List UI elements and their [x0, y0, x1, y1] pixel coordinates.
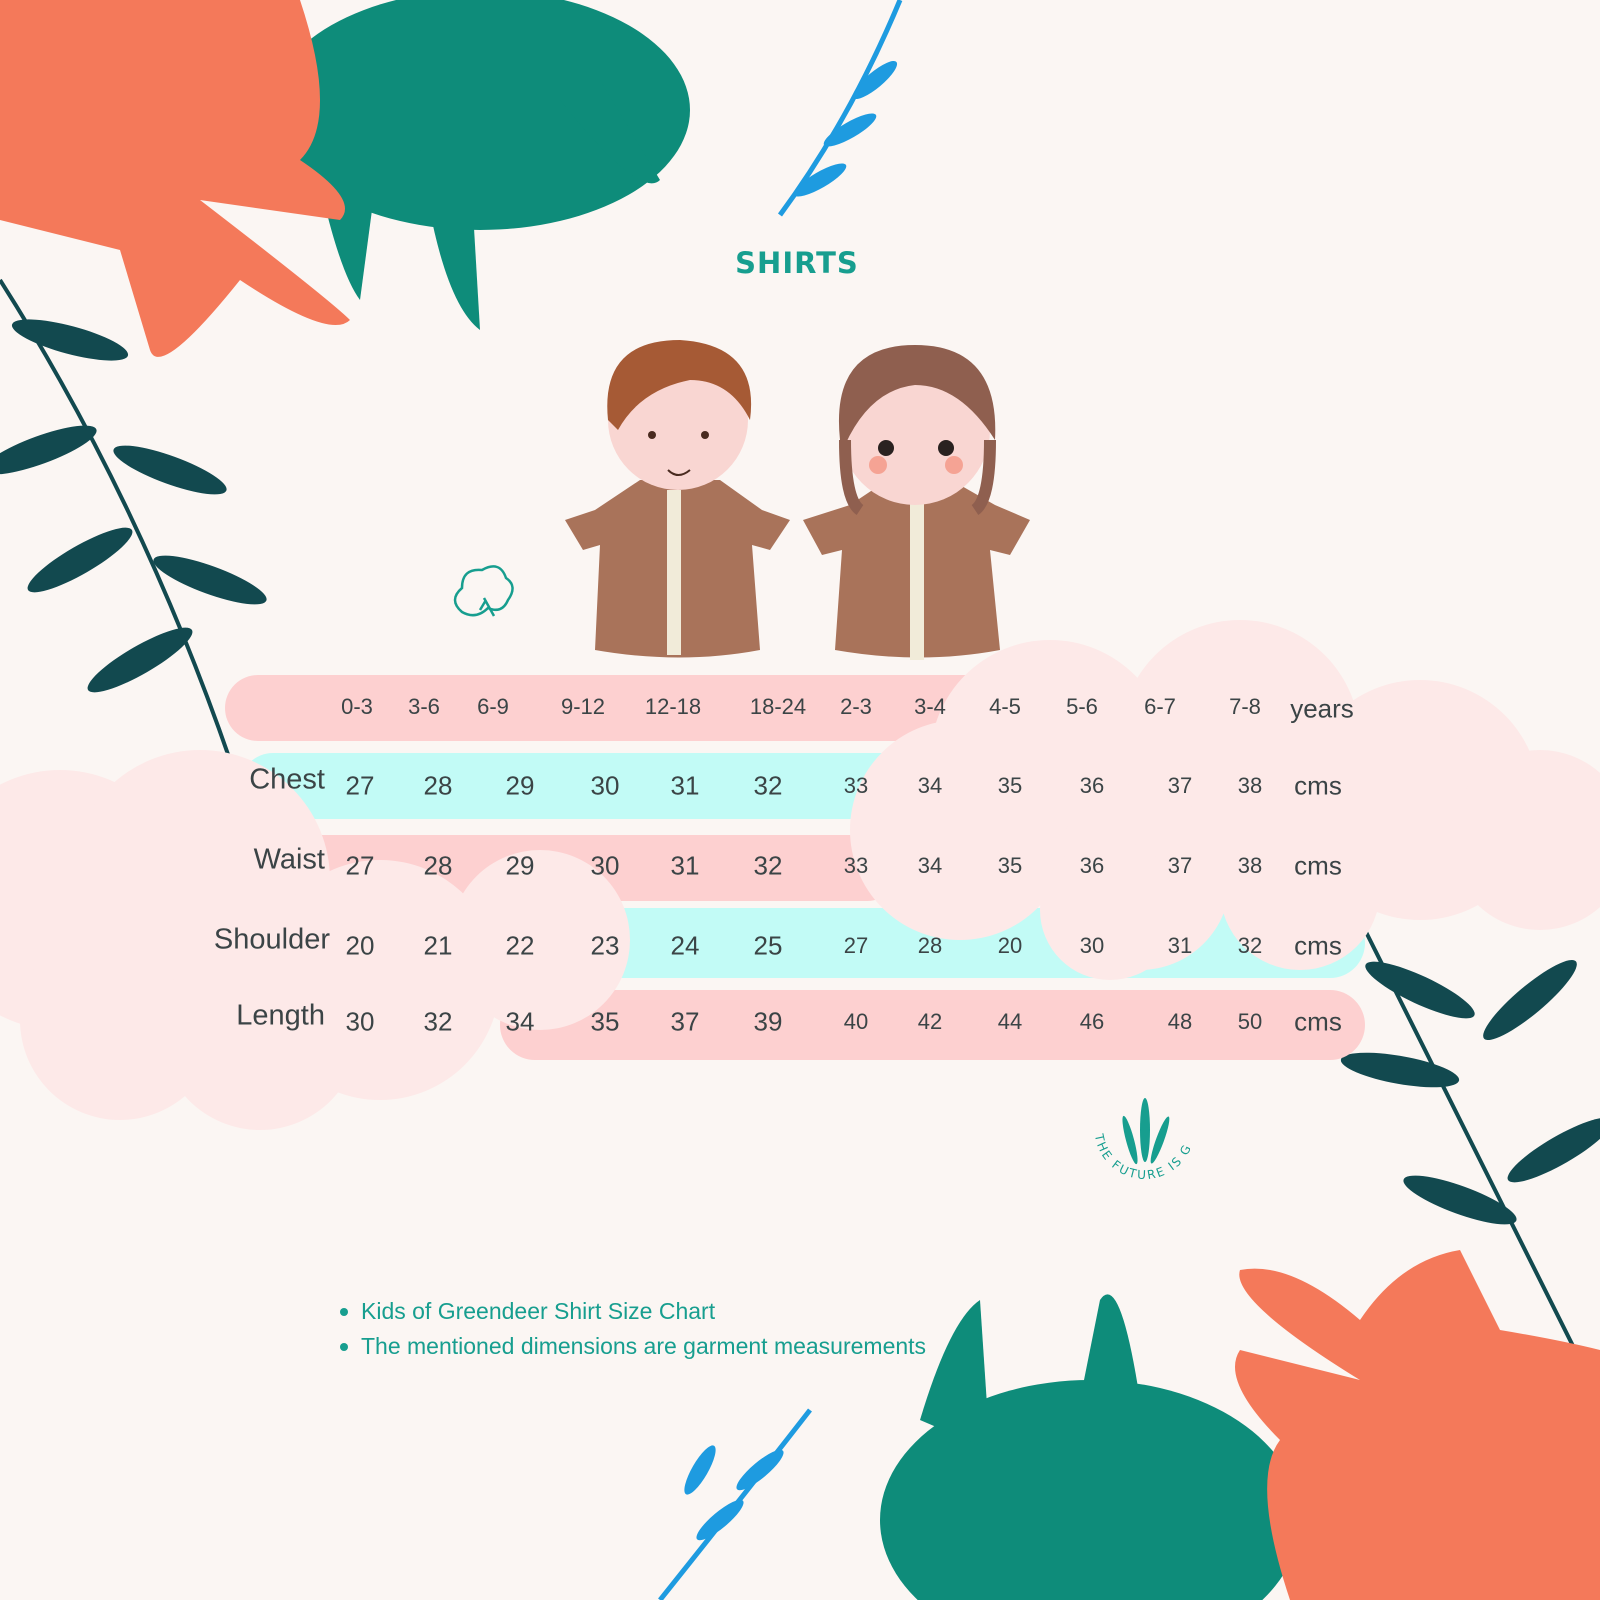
dark-leaf-left [0, 278, 267, 761]
age-header: 9-12 [560, 694, 606, 719]
row-unit: cms [1294, 770, 1342, 801]
chest-band [240, 753, 940, 819]
table-cell: 30 [345, 1006, 375, 1037]
page-title: SHIRTS [735, 246, 859, 280]
table-cell: 20 [997, 933, 1023, 958]
age-header: 0-3 [341, 694, 373, 719]
age-header: 4-5 [989, 694, 1021, 719]
table-cell: 29 [505, 770, 535, 801]
table-cell: 36 [1079, 853, 1105, 878]
table-cell: 32 [753, 770, 783, 801]
row-label: Length [236, 999, 325, 1032]
table-cell: 32 [1237, 933, 1263, 958]
orange-leaf-top-left [0, 0, 350, 357]
table-cell: 30 [590, 850, 620, 881]
table-cell: 23 [590, 930, 620, 961]
age-header: 5-6 [1066, 694, 1098, 719]
table-cell: 27 [345, 850, 375, 881]
cloud-left [0, 750, 630, 1130]
table-cell: 40 [843, 1009, 869, 1034]
table-cell: 38 [1237, 773, 1263, 798]
table-cell: 35 [997, 853, 1023, 878]
age-header: 3-6 [408, 694, 440, 719]
table-cell: 21 [423, 930, 453, 961]
table-cell: 33 [843, 853, 869, 878]
row-unit: cms [1294, 850, 1342, 881]
table-cell: 28 [423, 850, 453, 881]
table-cell: 27 [843, 933, 869, 958]
table-cell: 30 [1079, 933, 1105, 958]
table-cell: 32 [423, 1006, 453, 1037]
table-cell: 44 [997, 1009, 1023, 1034]
boy-illustration [565, 340, 790, 658]
cloud-right [850, 620, 1600, 980]
table-cell: 29 [505, 850, 535, 881]
table-cell: 25 [753, 930, 783, 961]
girl-illustration [803, 345, 1030, 660]
table-cell: 24 [670, 930, 700, 961]
note-item: Kids of Greendeer Shirt Size Chart [340, 1298, 926, 1325]
logo-plant-icon [1122, 1098, 1170, 1165]
table-cell: 30 [590, 770, 620, 801]
row-unit: cms [1294, 930, 1342, 961]
table-cell: 39 [753, 1006, 783, 1037]
table-cell: 34 [917, 773, 943, 798]
teal-leaf-top [270, 0, 690, 330]
table-cell: 20 [345, 930, 375, 961]
notes-list: Kids of Greendeer Shirt Size Chart The m… [340, 1298, 926, 1368]
table-cell: 31 [1167, 933, 1193, 958]
cotton-flower-icon [453, 565, 514, 617]
table-cell: 28 [917, 933, 943, 958]
orange-leaf-bottom-right [1235, 1250, 1600, 1600]
header-band [225, 675, 1095, 741]
dark-leaf-right [1340, 919, 1600, 1401]
table-cell: 22 [505, 930, 535, 961]
table-cell: 35 [997, 773, 1023, 798]
age-header: 2-3 [840, 694, 872, 719]
length-band [500, 990, 1365, 1060]
table-cell: 42 [917, 1009, 943, 1034]
age-header: 12-18 [644, 694, 702, 719]
table-cell: 37 [1167, 773, 1193, 798]
table-cell: 36 [1079, 773, 1105, 798]
table-cell: 31 [670, 850, 700, 881]
row-label: Chest [249, 763, 325, 796]
blue-leaf-top-fronds [793, 60, 898, 197]
age-header: 3-4 [914, 694, 946, 719]
table-cell: 38 [1237, 853, 1263, 878]
teal-leaf-bottom [880, 1294, 1300, 1600]
bullet-icon [340, 1307, 348, 1316]
age-header: 18-24 [749, 694, 807, 719]
blue-leaf-top [777, 0, 903, 217]
table-cell: 32 [753, 850, 783, 881]
table-cell: 37 [670, 1006, 700, 1037]
table-cell: 48 [1167, 1009, 1193, 1034]
bullet-icon [340, 1342, 348, 1351]
table-cell: 31 [670, 770, 700, 801]
note-item: The mentioned dimensions are garment mea… [340, 1333, 926, 1360]
table-cell: 34 [917, 853, 943, 878]
row-label: Shoulder [213, 923, 330, 956]
age-header: 7-8 [1229, 694, 1261, 719]
age-header: 6-7 [1144, 694, 1176, 719]
table-cell: 28 [423, 770, 453, 801]
table-cell: 34 [505, 1006, 535, 1037]
row-unit: cms [1294, 1006, 1342, 1037]
row-label: Waist [253, 843, 325, 876]
header-unit: years [1290, 693, 1354, 724]
table-cell: 35 [590, 1006, 620, 1037]
age-header: 6-9 [477, 694, 509, 719]
table-cell: 33 [843, 773, 869, 798]
table-cell: 46 [1079, 1009, 1105, 1034]
table-cell: 37 [1167, 853, 1193, 878]
table-cell: 50 [1237, 1009, 1263, 1034]
table-cell: 27 [345, 770, 375, 801]
